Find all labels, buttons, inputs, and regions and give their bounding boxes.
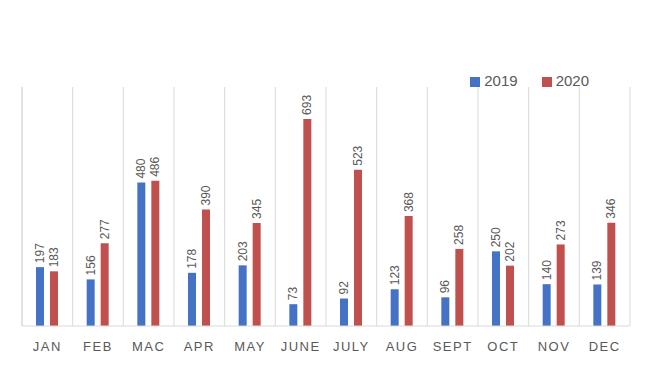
svg-text:156: 156 [84, 255, 98, 275]
svg-text:140: 140 [540, 260, 554, 280]
svg-text:92: 92 [337, 281, 351, 295]
svg-text:OCT: OCT [487, 339, 519, 354]
svg-text:346: 346 [604, 198, 618, 218]
svg-text:JULY: JULY [333, 339, 370, 354]
svg-text:JAN: JAN [33, 339, 62, 354]
svg-text:123: 123 [388, 265, 402, 285]
svg-text:96: 96 [438, 280, 452, 294]
html-text:2019: 2019 [484, 72, 518, 89]
svg-text:486: 486 [148, 156, 162, 176]
svg-text:202: 202 [503, 241, 517, 261]
svg-text:SEPT: SEPT [433, 339, 473, 354]
html-text:2020: 2020 [555, 72, 589, 89]
svg-text:FEB: FEB [83, 339, 113, 354]
svg-text:139: 139 [590, 260, 604, 280]
svg-text:250: 250 [489, 227, 503, 247]
svg-text:390: 390 [199, 185, 213, 205]
svg-text:197: 197 [33, 243, 47, 263]
svg-text:183: 183 [47, 247, 61, 267]
svg-text:178: 178 [185, 248, 199, 268]
svg-text:258: 258 [452, 225, 466, 245]
svg-text:NOV: NOV [538, 339, 571, 354]
svg-text:345: 345 [250, 199, 264, 219]
svg-text:DEC: DEC [589, 339, 621, 354]
svg-text:JUNE: JUNE [281, 339, 321, 354]
svg-text:73: 73 [286, 287, 300, 301]
svg-text:MAC: MAC [132, 339, 165, 354]
svg-text:203: 203 [236, 241, 250, 261]
svg-text:693: 693 [300, 95, 314, 115]
svg-text:523: 523 [351, 145, 365, 165]
svg-text:APR: APR [184, 339, 215, 354]
svg-text:480: 480 [134, 158, 148, 178]
svg-text:273: 273 [554, 220, 568, 240]
svg-text:MAY: MAY [234, 339, 266, 354]
svg-text:AUG: AUG [386, 339, 419, 354]
svg-text:277: 277 [98, 219, 112, 239]
svg-text:368: 368 [402, 192, 416, 212]
